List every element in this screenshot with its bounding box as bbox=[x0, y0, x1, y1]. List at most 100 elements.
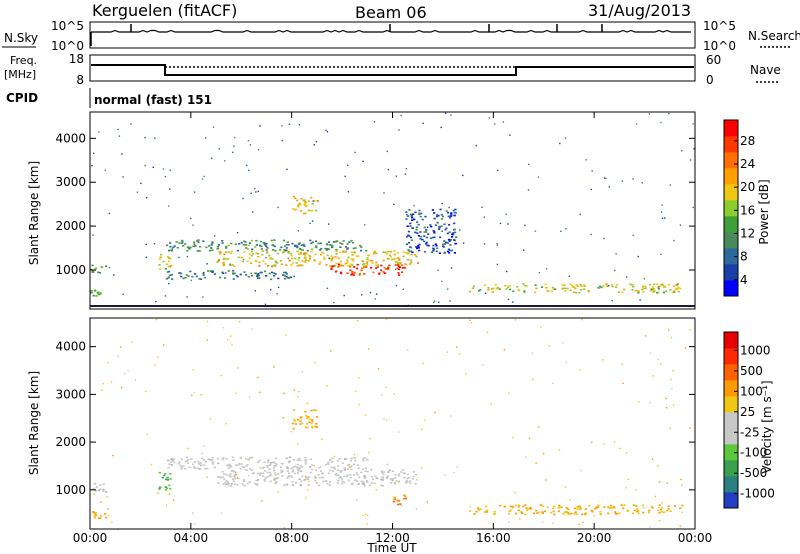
nsky-trace bbox=[91, 29, 691, 33]
echo-cell bbox=[431, 236, 434, 239]
echo-cell bbox=[246, 464, 249, 466]
echo-cell bbox=[92, 511, 95, 513]
echo-cell bbox=[297, 203, 300, 206]
echo-cell bbox=[381, 485, 384, 487]
echo-cell bbox=[342, 251, 345, 253]
echo-cell bbox=[331, 246, 334, 249]
echo-cell bbox=[436, 214, 439, 216]
echo-cell bbox=[268, 464, 271, 467]
echo-cell bbox=[617, 291, 621, 293]
noise-cell bbox=[459, 229, 461, 231]
echo-cell bbox=[375, 264, 378, 266]
echo-cell bbox=[243, 240, 246, 243]
echo-cell bbox=[431, 209, 434, 211]
echo-cell bbox=[299, 420, 302, 422]
echo-cell bbox=[576, 285, 579, 287]
echo-cell bbox=[357, 467, 360, 469]
colorbar-segment bbox=[724, 120, 738, 137]
echo-cell bbox=[656, 292, 659, 294]
echo-cell bbox=[244, 241, 247, 243]
echo-cell bbox=[344, 262, 347, 265]
echo-cell bbox=[300, 198, 303, 200]
echo-cell bbox=[368, 484, 371, 487]
noise-cell bbox=[298, 124, 301, 126]
echo-cell bbox=[233, 474, 236, 477]
noise-cell bbox=[670, 336, 672, 339]
noise-cell bbox=[402, 288, 404, 290]
echo-cell bbox=[363, 266, 366, 268]
echo-cell bbox=[221, 470, 224, 473]
noise-cell bbox=[297, 396, 299, 398]
echo-cell bbox=[301, 422, 304, 425]
echo-cell bbox=[217, 258, 220, 261]
noise-cell bbox=[210, 418, 212, 420]
echo-cell bbox=[269, 471, 272, 474]
echo-cell bbox=[426, 244, 429, 247]
echo-cell bbox=[588, 504, 591, 507]
echo-cell bbox=[417, 246, 420, 249]
echo-cell bbox=[193, 461, 196, 463]
echo-cell bbox=[358, 476, 361, 479]
echo-cell bbox=[338, 458, 341, 460]
noise-cell bbox=[354, 151, 356, 154]
echo-cell bbox=[410, 215, 413, 218]
noise-cell bbox=[366, 514, 369, 517]
echo-cell bbox=[391, 478, 395, 480]
echo-cell bbox=[408, 476, 411, 479]
noise-cell bbox=[368, 451, 370, 454]
noise-cell bbox=[194, 523, 196, 525]
echo-cell bbox=[315, 246, 318, 249]
noise-cell bbox=[136, 191, 139, 193]
noise-cell bbox=[537, 176, 540, 178]
noise-cell bbox=[542, 453, 545, 455]
colorbar-segment bbox=[724, 152, 738, 169]
echo-cell bbox=[295, 262, 298, 264]
velocity-echo-layer bbox=[92, 318, 691, 530]
echo-cell bbox=[227, 251, 230, 253]
noise-cell bbox=[286, 168, 288, 171]
echo-cell bbox=[248, 257, 251, 259]
noise-cell bbox=[590, 233, 592, 236]
echo-cell bbox=[525, 507, 528, 509]
echo-cell bbox=[436, 247, 439, 249]
x-tick-label: 00:00 bbox=[678, 531, 713, 545]
noise-cell bbox=[356, 320, 359, 322]
echo-cell bbox=[393, 253, 396, 256]
echo-cell bbox=[158, 471, 161, 474]
echo-cell bbox=[242, 243, 245, 246]
echo-cell bbox=[418, 209, 421, 212]
echo-cell bbox=[270, 278, 273, 281]
echo-cell bbox=[187, 246, 190, 248]
echo-cell bbox=[350, 251, 353, 254]
echo-cell bbox=[411, 227, 414, 229]
echo-cell bbox=[274, 472, 277, 474]
echo-cell bbox=[223, 257, 226, 260]
echo-cell bbox=[339, 260, 342, 263]
echo-cell bbox=[615, 512, 619, 515]
noise-cell bbox=[169, 169, 171, 171]
echo-cell bbox=[168, 265, 171, 268]
noise-cell bbox=[100, 501, 102, 503]
noise-cell bbox=[453, 471, 455, 474]
echo-cell bbox=[237, 477, 240, 480]
power-ylabel: Slant Range [km] bbox=[27, 161, 41, 265]
noise-cell bbox=[582, 521, 584, 523]
echo-cell bbox=[503, 505, 506, 508]
echo-cell bbox=[258, 265, 261, 267]
noise-cell bbox=[559, 142, 561, 145]
echo-cell bbox=[656, 283, 659, 285]
echo-cell bbox=[403, 494, 406, 496]
noise-cell bbox=[231, 344, 233, 346]
echo-cell bbox=[323, 256, 326, 259]
echo-cell bbox=[210, 247, 213, 249]
echo-cell bbox=[251, 472, 255, 475]
noise-cell bbox=[540, 326, 542, 328]
echo-cell bbox=[274, 482, 277, 485]
noise-cell bbox=[441, 280, 443, 283]
echo-cell bbox=[388, 254, 391, 257]
echo-cell bbox=[97, 271, 100, 274]
echo-cell bbox=[412, 471, 415, 473]
echo-cell bbox=[324, 247, 327, 250]
noise-cell bbox=[497, 169, 499, 172]
echo-cell bbox=[248, 242, 251, 244]
